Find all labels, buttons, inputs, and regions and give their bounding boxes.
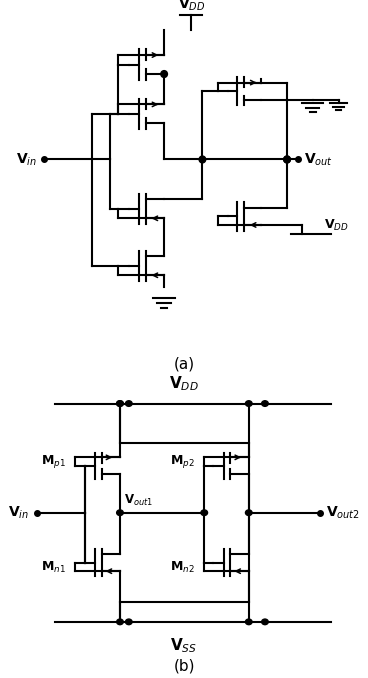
Circle shape: [262, 401, 268, 406]
Circle shape: [117, 401, 123, 406]
Text: (a): (a): [173, 357, 195, 372]
Circle shape: [117, 510, 123, 515]
Text: $\mathbf{V}_{out2}$: $\mathbf{V}_{out2}$: [326, 504, 360, 521]
Text: $\mathbf{V}_{in}$: $\mathbf{V}_{in}$: [8, 504, 29, 521]
Text: $\mathbf{M}_{n2}$: $\mathbf{M}_{n2}$: [170, 560, 195, 575]
Circle shape: [161, 71, 167, 77]
Text: $\mathbf{V}_{in}$: $\mathbf{V}_{in}$: [16, 151, 37, 167]
Text: $\mathbf{V}_{DD}$: $\mathbf{V}_{DD}$: [169, 374, 199, 393]
Text: $\mathbf{M}_{n1}$: $\mathbf{M}_{n1}$: [41, 560, 66, 575]
Circle shape: [245, 619, 252, 624]
Circle shape: [199, 156, 206, 163]
Text: $\mathbf{V}_{out1}$: $\mathbf{V}_{out1}$: [124, 493, 153, 508]
Text: $\mathbf{M}_{p2}$: $\mathbf{M}_{p2}$: [170, 453, 195, 470]
Circle shape: [245, 510, 252, 515]
Circle shape: [125, 401, 132, 406]
Text: (b): (b): [173, 658, 195, 673]
Text: $\mathbf{V}_{out}$: $\mathbf{V}_{out}$: [304, 151, 333, 167]
Circle shape: [284, 156, 290, 163]
Circle shape: [284, 156, 290, 163]
Text: $\mathbf{M}_{p1}$: $\mathbf{M}_{p1}$: [41, 453, 66, 470]
Text: $\mathbf{V}_{SS}$: $\mathbf{V}_{SS}$: [170, 636, 198, 654]
Circle shape: [125, 619, 132, 624]
Text: $\mathbf{V}_{DD}$: $\mathbf{V}_{DD}$: [178, 0, 205, 14]
Circle shape: [117, 401, 123, 406]
Circle shape: [262, 619, 268, 624]
Circle shape: [245, 401, 252, 406]
Text: $\mathbf{V}_{DD}$: $\mathbf{V}_{DD}$: [324, 218, 349, 233]
Circle shape: [117, 619, 123, 624]
Circle shape: [201, 510, 208, 515]
